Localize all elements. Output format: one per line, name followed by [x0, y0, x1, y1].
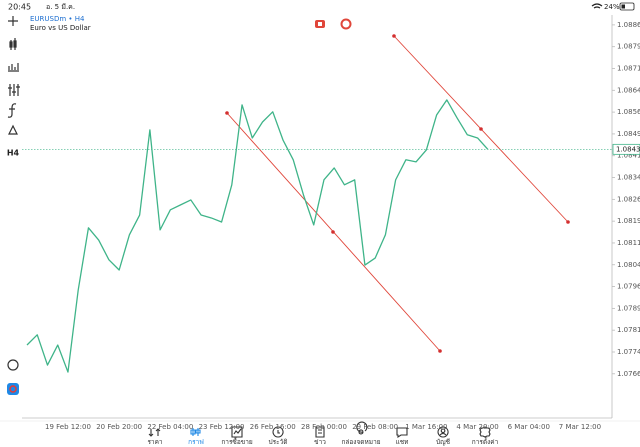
symbol-description: Euro vs US Dollar: [30, 24, 91, 32]
trend-lines: [226, 35, 569, 352]
tab-label: ราคา: [147, 438, 162, 446]
functions-tool[interactable]: [7, 103, 17, 118]
tab-label: ประวัติ: [269, 438, 288, 446]
app-logo: [7, 383, 19, 395]
y-tick-label: 1.07815: [617, 326, 640, 334]
wifi-icon: [591, 3, 603, 9]
chart-settings-button[interactable]: [7, 359, 19, 371]
tab-icon: [396, 427, 408, 439]
indicators-tool[interactable]: [8, 84, 20, 96]
x-tick-label: 28 Feb 00:00: [301, 423, 347, 431]
volume-tool[interactable]: [8, 63, 19, 72]
status-date: อ. 5 มี.ค.: [46, 3, 75, 11]
status-time: 20:45: [8, 3, 31, 12]
y-tick-label: 1.08490: [617, 130, 640, 138]
last-price-box: [612, 143, 640, 155]
price-line: [26, 99, 489, 373]
tab-label: กราฟ: [188, 438, 204, 446]
y-tick-label: 1.08640: [617, 86, 640, 94]
status-battery: 24%: [604, 3, 620, 11]
timeframe-button[interactable]: H4: [7, 149, 20, 158]
y-tick-label: 1.08340: [617, 174, 640, 182]
x-tick-label: 19 Feb 12:00: [45, 423, 91, 431]
tab-label: การซื้อขาย: [221, 437, 252, 446]
y-tick-label: 1.08790: [617, 43, 640, 51]
y-tick-label: 1.08565: [617, 108, 640, 116]
y-tick-label: 1.08265: [617, 195, 640, 203]
y-tick-label: 1.07740: [617, 348, 640, 356]
tab-item[interactable]: การซื้อขาย: [221, 426, 253, 446]
y-tick-label: 1.07665: [617, 370, 640, 378]
tab-item[interactable]: ประวัติ: [269, 426, 288, 446]
trend-handle[interactable]: [331, 230, 335, 234]
tab-item[interactable]: บัญชี: [436, 426, 451, 446]
x-tick-label: 4 Mar 20:00: [456, 423, 498, 431]
y-tick-label: 1.07965: [617, 283, 640, 291]
trend-line-handles: [225, 34, 570, 353]
tab-icon: [148, 428, 161, 437]
tab-item[interactable]: แชท: [396, 427, 409, 446]
tab-item[interactable]: กราฟ: [188, 428, 204, 446]
tab-label: บัญชี: [436, 438, 451, 446]
x-tick-label: 23 Feb 12:00: [199, 423, 245, 431]
left-toolbar: [7, 16, 20, 135]
tab-item[interactable]: ราคา: [147, 428, 163, 446]
tab-icon: [190, 428, 201, 436]
objects-tool[interactable]: [8, 124, 18, 135]
tab-label: ข่าว: [314, 438, 326, 446]
tab-icon: [231, 426, 243, 438]
tab-icon: [272, 426, 284, 438]
battery-icon: [619, 2, 635, 11]
x-tick-label: 20 Feb 20:00: [96, 423, 142, 431]
tab-icon: [479, 426, 491, 438]
y-tick-label: 1.08190: [617, 217, 640, 225]
tab-icon: [315, 426, 325, 438]
x-tick-label: 22 Feb 04:00: [147, 423, 193, 431]
symbol-title: EURUSDm • H4: [30, 15, 85, 23]
one-click-toggle[interactable]: [340, 18, 352, 30]
tab-label: กล่องจดหมาย: [341, 438, 380, 446]
trend-handle[interactable]: [566, 220, 570, 224]
tab-icon: [437, 426, 449, 438]
last-price-label: 1.08437: [616, 145, 640, 153]
trade-button-glyph: [318, 22, 322, 26]
tab-item[interactable]: กล่องจดหมาย: [341, 421, 381, 446]
tab-label: แชท: [396, 438, 409, 446]
crosshair-tool[interactable]: [8, 16, 18, 26]
trend-handle[interactable]: [438, 349, 442, 353]
y-tick-label: 1.07890: [617, 304, 640, 312]
tab-item[interactable]: ข่าว: [314, 426, 326, 446]
tab-item[interactable]: การตั้งค่า: [472, 426, 499, 446]
tab-bar: ราคา กราฟ การซื้อขาย ประวัติ ข่าว กล่องจดหมาย…: [147, 421, 499, 446]
y-tick-label: 1.08115: [617, 239, 640, 247]
tab-icon: [356, 421, 368, 435]
x-tick-label: 6 Mar 04:00: [508, 423, 550, 431]
y-tick-label: 1.08040: [617, 261, 640, 269]
x-tick-label: 7 Mar 12:00: [559, 423, 601, 431]
x-tick-label: 1 Mar 16:00: [405, 423, 447, 431]
trend-handle[interactable]: [392, 34, 396, 38]
y-tick-label: 1.08715: [617, 65, 640, 73]
battery-level: [621, 4, 625, 9]
x-tick-label: 29 Feb 08:00: [352, 423, 398, 431]
tab-label: การตั้งค่า: [472, 437, 499, 446]
y-tick-label: 1.08865: [617, 21, 640, 29]
candles-tool[interactable]: [9, 38, 17, 50]
app-logo-mark: [9, 385, 17, 393]
y-tick-label: 1.08415: [617, 152, 640, 160]
trend-handle[interactable]: [225, 111, 229, 115]
x-tick-label: 26 Feb 16:00: [250, 423, 296, 431]
trend-handle[interactable]: [479, 127, 483, 131]
